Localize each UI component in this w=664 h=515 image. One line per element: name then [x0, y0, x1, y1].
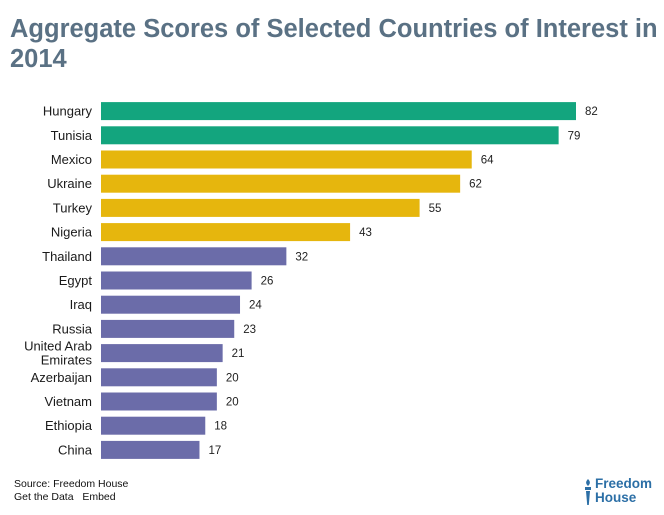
bar-china — [101, 440, 200, 459]
logo-text-line1: Freedom — [595, 476, 653, 491]
category-label: Vietnam — [45, 394, 92, 409]
category-label: Ethiopia — [45, 418, 93, 433]
logo-text-line2: House — [595, 490, 637, 505]
bar-ukraine — [101, 174, 461, 193]
category-label: China — [58, 442, 93, 457]
bar-ethiopia — [101, 416, 206, 435]
bar-egypt — [101, 271, 252, 290]
value-label: 17 — [208, 445, 221, 457]
category-label: Iraq — [70, 297, 92, 312]
category-label: United Arab Emirates — [24, 339, 92, 368]
category-label: Turkey — [53, 200, 93, 215]
value-label: 64 — [481, 155, 494, 167]
source-note: Source: Freedom House — [14, 478, 129, 490]
value-label: 43 — [359, 227, 372, 239]
value-label: 20 — [226, 397, 239, 409]
value-label: 24 — [249, 300, 262, 312]
category-label: Ukraine — [47, 176, 92, 191]
bar-thailand — [101, 247, 287, 266]
bar-azerbaijan — [101, 368, 217, 387]
bar-chart: 82 Hungary 79 Tunisia 64 Mexico 62 Ukraine 55 Tur… — [24, 102, 598, 459]
freedom-house-logo: Freedom House — [583, 477, 663, 507]
value-label: 79 — [568, 130, 581, 142]
value-label: 23 — [243, 324, 256, 336]
category-label: Thailand — [42, 249, 92, 264]
category-label: Hungary — [43, 104, 93, 119]
embed-link[interactable]: Embed — [82, 491, 116, 503]
value-label: 18 — [214, 421, 227, 433]
chart-title: Aggregate Scores of Selected Countries o… — [10, 15, 658, 73]
get-the-data-link[interactable]: Get the Data — [14, 491, 74, 503]
bar-nigeria — [101, 223, 351, 242]
bar-russia — [101, 319, 235, 338]
value-label: 20 — [226, 372, 239, 384]
value-label: 62 — [469, 179, 482, 191]
category-label: Russia — [52, 321, 93, 336]
category-label: Egypt — [59, 273, 93, 288]
value-label: 32 — [295, 251, 308, 263]
value-label: 55 — [429, 203, 442, 215]
category-label: Azerbaijan — [31, 370, 92, 385]
value-label: 26 — [261, 276, 274, 288]
footer: Source: Freedom House Get the Data Embed — [14, 478, 128, 504]
category-label: Nigeria — [51, 225, 93, 240]
value-label: 21 — [232, 348, 245, 360]
category-label: Mexico — [51, 152, 92, 167]
bar-united-arab-emirates — [101, 344, 223, 363]
bar-mexico — [101, 150, 472, 169]
bar-vietnam — [101, 392, 217, 411]
category-label: Tunisia — [51, 128, 93, 143]
bar-iraq — [101, 295, 241, 314]
torch-icon — [585, 479, 591, 505]
value-label: 82 — [585, 106, 598, 118]
bar-turkey — [101, 198, 420, 217]
bar-tunisia — [101, 126, 559, 145]
bar-hungary — [101, 102, 576, 121]
